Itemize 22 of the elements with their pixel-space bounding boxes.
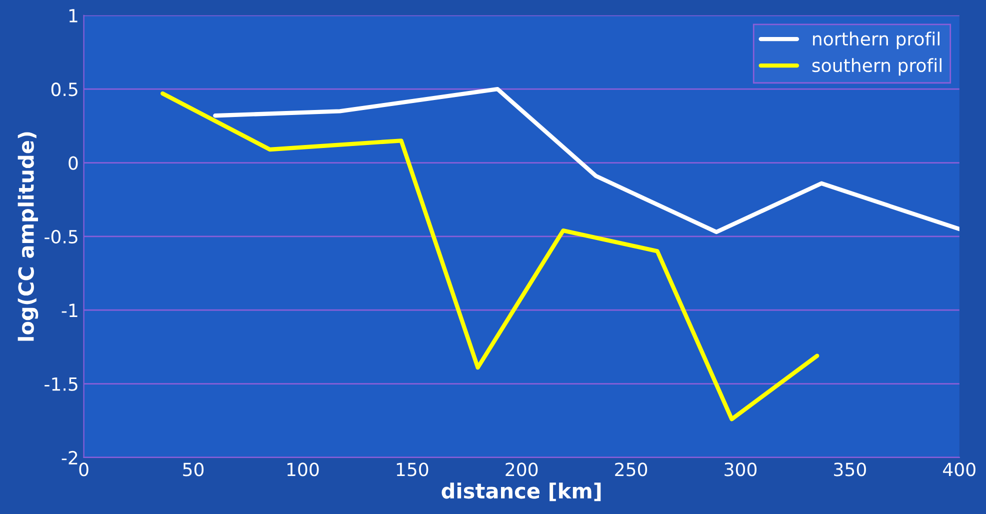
- legend-label: northern profil: [813, 32, 940, 50]
- y-tick-label: -2: [62, 450, 78, 464]
- x-tick-label: 0: [79, 462, 88, 476]
- y-tick-label: 0: [68, 156, 78, 170]
- x-tick-label: 200: [506, 462, 538, 476]
- line-series: [160, 91, 820, 422]
- x-tick-label: 100: [287, 462, 319, 476]
- y-tick-label: -0.5: [44, 230, 78, 244]
- x-tick-label: 50: [183, 462, 204, 476]
- y-tick-label: 1: [69, 9, 78, 22]
- y-axis-title: log(CC amplitude): [18, 132, 38, 341]
- x-tick-label: 350: [834, 462, 866, 476]
- x-tick-label: 300: [724, 462, 757, 476]
- legend-label: southern profil: [812, 58, 942, 76]
- x-tick-label: 250: [615, 462, 648, 476]
- y-tick-label: -1: [62, 304, 78, 317]
- x-axis-title: distance [km]: [442, 482, 601, 502]
- line-series: [213, 87, 960, 234]
- y-tick-label: -1.5: [44, 377, 78, 391]
- x-tick-label: 400: [943, 462, 976, 476]
- y-tick-label: 0.5: [51, 82, 78, 96]
- x-tick-label: 150: [396, 462, 428, 476]
